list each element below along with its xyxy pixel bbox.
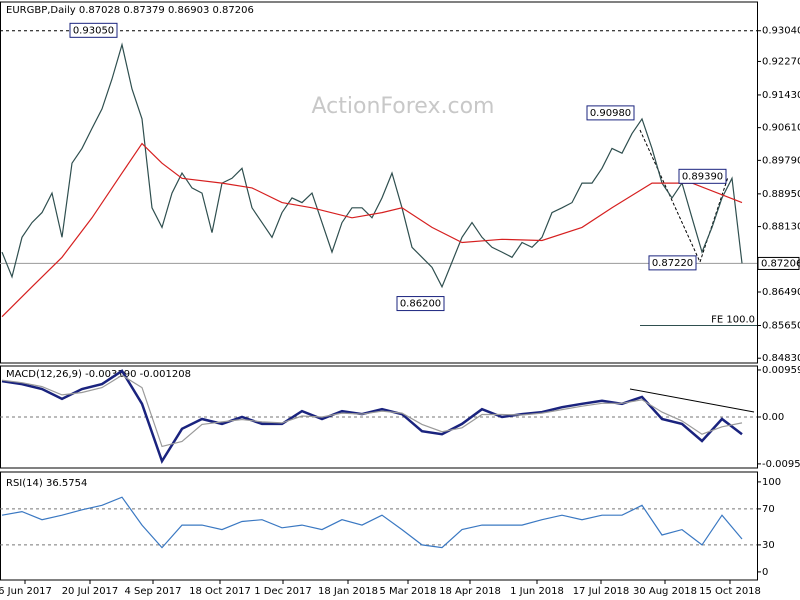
rsi-title: RSI(14) 36.5754 <box>6 478 87 489</box>
chart-title: EURGBP,Daily 0.87028 0.87379 0.86903 0.8… <box>6 5 254 16</box>
x-tick-label: 6 Jun 2017 <box>0 586 52 597</box>
y-tick-label: 0.91430 <box>762 90 800 101</box>
y-tick-label: 0.92270 <box>762 56 800 67</box>
price-label-box <box>396 296 445 312</box>
last-price-label: 0.87206 <box>761 258 800 269</box>
panel-frame <box>0 471 758 581</box>
macd-title: MACD(12,26,9) -0.003190 -0.001208 <box>6 369 191 380</box>
y-tick-label: 0.86490 <box>762 287 800 298</box>
price-label-box <box>586 105 635 121</box>
watermark: ActionForex.com <box>312 94 495 119</box>
price-label: 0.90980 <box>590 108 631 119</box>
price-label-box <box>678 168 727 184</box>
y-tick-label: 0.85650 <box>762 321 800 332</box>
x-tick-label: 18 Jan 2018 <box>318 586 378 597</box>
y-tick-label: 0.93040 <box>762 26 800 37</box>
x-tick-label: 5 Mar 2018 <box>379 586 436 597</box>
y-tick-label: 0 <box>762 567 768 578</box>
series-line <box>1 496 743 549</box>
x-tick-label: 15 Oct 2018 <box>699 586 761 597</box>
trend-line <box>629 388 755 413</box>
y-tick-label: 0.88130 <box>762 222 800 233</box>
price-label-box <box>648 255 697 271</box>
series-line <box>1 42 743 289</box>
price-label: 0.89390 <box>682 171 723 182</box>
price-label: 0.86200 <box>400 299 441 310</box>
y-tick-label: 0.90610 <box>762 123 800 134</box>
price-label-box <box>69 22 118 38</box>
series-line <box>1 142 743 318</box>
series-line <box>1 374 743 448</box>
y-tick-label: 0.89790 <box>762 155 800 166</box>
x-tick-label: 17 Jul 2018 <box>573 586 630 597</box>
price-label: 0.93050 <box>73 25 114 36</box>
price-label: 0.87220 <box>652 258 693 269</box>
x-tick-label: 1 Jun 2018 <box>510 586 564 597</box>
x-tick-label: 1 Dec 2017 <box>254 586 312 597</box>
x-tick-label: 18 Oct 2017 <box>189 586 251 597</box>
y-tick-label: 30 <box>762 540 775 551</box>
x-tick-label: 18 Apr 2018 <box>439 586 501 597</box>
x-tick-label: 4 Sep 2017 <box>124 586 181 597</box>
y-tick-label: -0.009562 <box>762 459 800 470</box>
y-tick-label: 70 <box>762 504 775 515</box>
y-tick-label: 100 <box>762 477 781 488</box>
y-tick-label: 0.00 <box>762 412 784 423</box>
y-tick-label: 0.009593 <box>762 365 800 376</box>
x-tick-label: 30 Aug 2018 <box>633 586 697 597</box>
x-tick-label: 20 Jul 2017 <box>62 586 119 597</box>
y-tick-label: 0.88950 <box>762 189 800 200</box>
panel-frame <box>0 1 758 364</box>
last-price-tag <box>757 256 800 270</box>
fe-label: FE 100.0 <box>711 315 755 326</box>
y-tick-label: 0.84830 <box>762 353 800 364</box>
